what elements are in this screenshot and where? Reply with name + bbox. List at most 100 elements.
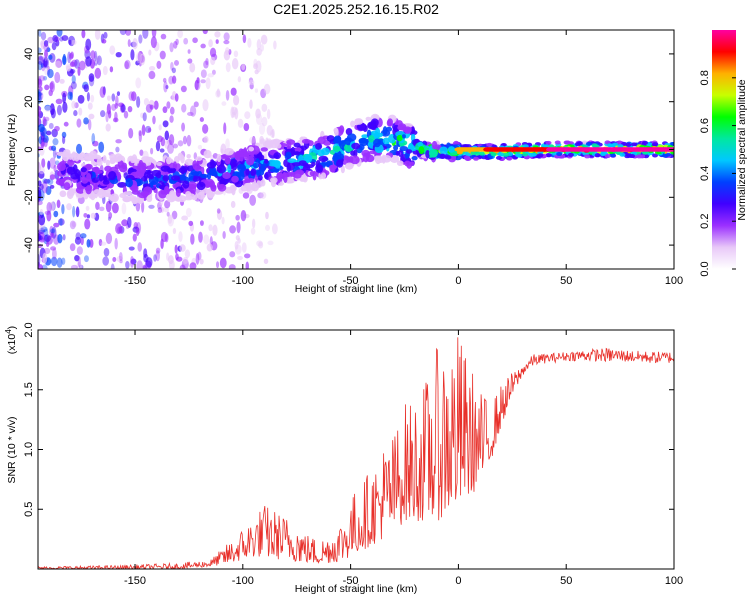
- spectrogram-noise-mark: [115, 139, 122, 144]
- spectrogram-noise-mark: [231, 106, 238, 116]
- spectrogram-noise-mark: [211, 69, 216, 75]
- spectrogram-noise-mark: [112, 117, 119, 123]
- spectrogram-noise-mark: [49, 82, 54, 90]
- spectrogram-noise-mark: [168, 134, 175, 146]
- spectrogram-noise-mark: [90, 212, 96, 219]
- spectrogram-noise-mark: [179, 244, 186, 252]
- spectrogram-x-axis: -150 -100 -50 0 50 100: [124, 30, 683, 287]
- spectrogram-noise-mark: [142, 112, 147, 122]
- snr-x-tick-label: 50: [560, 575, 572, 587]
- spectrogram-noise-mark: [40, 226, 48, 233]
- spectrogram-noise-mark: [199, 258, 204, 265]
- spectrogram-noise-mark: [263, 258, 269, 265]
- spectrogram-noise-mark: [39, 183, 44, 191]
- spectrogram-noise-mark: [108, 212, 113, 219]
- snr-x-tick-label: -150: [124, 575, 146, 587]
- spectrogram-noise-mark: [119, 30, 127, 36]
- spectrogram-band-mark: [163, 185, 169, 195]
- spectrogram-band-mark: [642, 150, 649, 155]
- snr-y-axis: 0.5 1.0 1.5 2.0: [23, 322, 674, 517]
- spectrogram-band-mark: [417, 141, 424, 147]
- spectrogram-band-mark: [439, 153, 446, 159]
- spectrogram-band-mark: [387, 118, 393, 126]
- spectrogram-noise-mark: [77, 94, 85, 104]
- spectrogram-noise-mark: [138, 130, 142, 143]
- spectrogram-noise-mark: [166, 101, 171, 109]
- spectrogram-band-mark: [83, 152, 94, 160]
- spectrogram-noise-mark: [79, 60, 86, 71]
- spectrogram-noise-mark: [196, 77, 200, 84]
- spectrogram-noise-mark: [141, 124, 146, 136]
- spectrogram-noise-mark: [81, 30, 86, 39]
- spectrogram-noise-mark: [261, 116, 268, 127]
- spectrogram-band-mark: [463, 155, 470, 160]
- spectrogram-noise-mark: [200, 69, 207, 79]
- spectrogram-noise-mark: [83, 84, 89, 93]
- spectrogram-band-mark: [184, 158, 194, 166]
- spectrogram-noise-mark: [115, 51, 122, 58]
- spectrogram-noise-mark: [45, 185, 52, 196]
- spectrogram-noise-mark: [148, 49, 152, 56]
- spectrogram-x-tick-label: 50: [560, 275, 572, 287]
- spectrogram-noise-mark: [56, 30, 63, 37]
- spectrogram-noise-mark: [38, 30, 42, 37]
- spectrogram-band-mark: [347, 133, 357, 142]
- spectrogram-band-mark: [61, 151, 70, 162]
- spectrogram-band-mark: [230, 158, 238, 168]
- spectrogram-panel: -150 -100 -50 0 50 100 -40 -20 0 20 40 Height of …: [6, 29, 683, 295]
- spectrogram-band-mark: [334, 127, 339, 138]
- spectrogram-noise-mark: [167, 214, 173, 224]
- spectrogram-noise-mark: [93, 55, 100, 64]
- spectrogram-noise-mark: [100, 241, 107, 246]
- spectrogram-noise-mark: [225, 47, 230, 56]
- spectrogram-noise-mark: [98, 141, 105, 153]
- spectrogram-noise-mark: [125, 261, 130, 269]
- spectrogram-noise-mark: [53, 164, 57, 173]
- spectrogram-noise-mark: [230, 200, 236, 209]
- spectrogram-noise-mark: [159, 148, 165, 153]
- spectrogram-noise-mark: [150, 36, 157, 49]
- spectrogram-band-mark: [80, 167, 87, 173]
- spectrogram-noise-mark: [237, 76, 242, 83]
- spectrogram-noise-mark: [247, 37, 252, 48]
- spectrogram-band-mark: [294, 151, 300, 156]
- spectrogram-noise-mark: [63, 121, 69, 127]
- colorbar-tick-label: 0.2: [699, 214, 711, 229]
- spectrogram-noise-mark: [199, 220, 204, 226]
- spectrogram-band-mark: [522, 144, 529, 149]
- spectrogram-noise-mark: [184, 249, 191, 259]
- spectrogram-noise-mark: [115, 95, 119, 106]
- spectrogram-noise-mark: [38, 215, 42, 220]
- spectrogram-noise-mark: [130, 91, 137, 102]
- spectrogram-noise-mark: [38, 56, 46, 61]
- colorbar-tick-label: 0.4: [699, 166, 711, 181]
- spectrogram-band-mark: [86, 172, 92, 182]
- spectrogram-noise-mark: [88, 73, 95, 82]
- spectrogram-noise-mark: [57, 218, 65, 226]
- spectrogram-band-mark: [462, 143, 469, 148]
- colorbar-ticks: 0.0 0.2 0.4 0.6 0.8: [699, 70, 736, 277]
- spectrogram-noise-mark: [38, 92, 42, 104]
- spectrogram-noise-mark: [75, 206, 80, 218]
- spectrogram-noise-mark: [139, 55, 145, 63]
- spectrogram-noise-mark: [74, 59, 80, 69]
- spectrogram-noise-mark: [75, 232, 81, 241]
- spectrogram-noise-mark: [98, 238, 103, 247]
- spectrogram-band-mark: [194, 165, 201, 172]
- spectrogram-x-tick-label: 0: [455, 275, 461, 287]
- spectrogram-noise-mark: [48, 54, 53, 60]
- spectrogram-noise-mark: [223, 122, 227, 135]
- snr-scale-note: (x104): [4, 326, 18, 354]
- spectrogram-noise-mark: [143, 98, 150, 106]
- spectrogram-band-mark: [401, 134, 406, 139]
- spectrogram-noise-mark: [62, 234, 66, 241]
- spectrogram-noise-mark: [166, 252, 170, 261]
- spectrogram-noise-mark: [101, 39, 107, 44]
- spectrogram-noise-mark: [163, 81, 168, 93]
- spectrogram-band-mark: [404, 152, 410, 159]
- spectrogram-band-mark: [333, 145, 341, 152]
- spectrogram-band-mark: [302, 175, 308, 183]
- spectrogram-noise-mark: [87, 119, 92, 131]
- spectrogram-noise-mark: [77, 66, 81, 77]
- spectrogram-noise-mark: [59, 78, 65, 84]
